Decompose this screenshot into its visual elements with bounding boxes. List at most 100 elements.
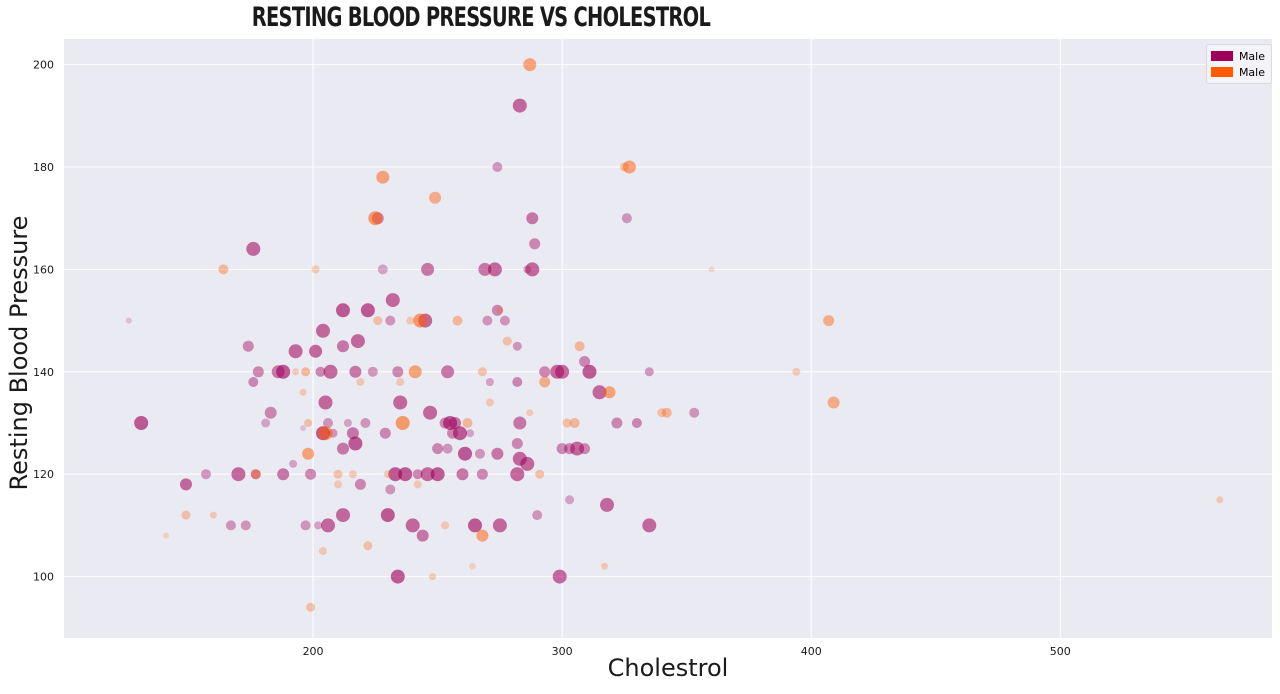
data-point-series-1 [512, 341, 522, 351]
data-point-series-2 [502, 336, 512, 346]
data-point-series-2 [163, 532, 170, 539]
data-point-series-1 [277, 468, 290, 481]
y-tick-label: 200 [33, 59, 54, 72]
data-point-series-1 [570, 441, 585, 456]
data-point-series-2 [539, 376, 551, 388]
data-point-series-1 [305, 468, 317, 480]
y-tick-label: 100 [33, 571, 54, 584]
data-point-series-1 [252, 366, 264, 378]
data-point-series-2 [429, 573, 437, 581]
data-point-series-2 [301, 367, 311, 377]
data-point-series-1 [201, 469, 211, 480]
data-point-series-1 [360, 418, 371, 428]
data-point-series-1 [336, 508, 350, 523]
data-point-series-1 [398, 467, 413, 482]
data-point-series-1 [250, 469, 261, 480]
legend-swatch-series-1 [1210, 51, 1233, 61]
data-point-series-1 [276, 364, 291, 379]
data-point-series-2 [661, 407, 672, 418]
data-point-series-1 [420, 467, 435, 482]
grid-lines [64, 39, 1272, 638]
data-point-series-1 [336, 303, 350, 318]
data-point-series-1 [337, 340, 349, 353]
data-point-series-1 [487, 262, 502, 277]
data-point-series-2 [408, 365, 422, 379]
data-point-series-1 [125, 317, 132, 324]
data-point-series-1 [300, 520, 311, 531]
data-point-series-1 [180, 478, 192, 491]
x-tick-label: 300 [552, 645, 573, 658]
data-point-series-2 [209, 511, 217, 519]
data-point-series-2 [413, 313, 428, 328]
data-point-series-1 [423, 405, 438, 420]
data-point-series-2 [452, 315, 463, 326]
x-tick-label: 500 [1050, 645, 1071, 658]
data-point-series-1 [453, 426, 467, 441]
data-point-series-2 [302, 447, 315, 460]
data-point-series-1 [385, 484, 396, 495]
data-point-series-1 [346, 427, 359, 440]
data-point-series-1 [552, 569, 567, 584]
data-point-series-1 [556, 443, 568, 455]
data-point-series-1 [449, 417, 461, 429]
data-point-series-1 [458, 446, 472, 461]
data-point-series-1 [582, 364, 597, 379]
data-point-series-2 [562, 418, 572, 428]
y-tick-label: 140 [33, 366, 54, 379]
data-point-series-1 [579, 356, 591, 367]
data-point-series-1 [526, 212, 539, 225]
data-point-series-1 [349, 365, 362, 378]
data-point-series-2 [334, 480, 342, 489]
data-point-series-1 [316, 323, 330, 338]
data-point-series-2 [441, 521, 450, 530]
data-point-series-1 [240, 520, 251, 531]
data-point-series-1 [318, 395, 333, 410]
data-point-series-1 [529, 238, 541, 250]
data-point-series-1 [343, 419, 352, 427]
legend-label-series-1: Male [1238, 49, 1265, 63]
data-point-series-1 [499, 315, 510, 326]
data-point-series-1 [385, 315, 396, 326]
data-point-series-1 [261, 418, 271, 428]
data-point-series-2 [373, 316, 383, 326]
data-point-series-2 [535, 469, 545, 479]
data-point-series-2 [319, 547, 327, 555]
data-point-series-1 [314, 521, 323, 530]
data-point-series-1 [442, 443, 453, 454]
data-point-series-1 [689, 407, 700, 418]
data-point-series-1 [264, 406, 277, 419]
data-point-series-2 [526, 409, 534, 417]
data-point-series-1 [288, 344, 303, 359]
data-point-series-1 [482, 315, 493, 326]
y-tick-label: 120 [33, 468, 54, 481]
data-point-series-2 [792, 367, 801, 376]
data-point-series-2 [523, 58, 537, 72]
data-point-series-1 [242, 340, 254, 352]
data-point-series-1 [466, 429, 474, 438]
data-point-series-1 [350, 334, 365, 349]
data-point-series-2 [657, 408, 667, 418]
legend: Male Male [1205, 44, 1272, 84]
data-point-series-2 [396, 378, 405, 386]
data-point-series-1 [323, 418, 333, 428]
data-point-series-1 [600, 497, 614, 512]
data-point-series-2 [413, 480, 422, 489]
data-point-series-1 [360, 303, 375, 318]
data-point-series-2 [292, 368, 300, 376]
plot-area [64, 39, 1272, 638]
data-point-series-2 [250, 469, 261, 480]
data-point-series-1 [475, 448, 485, 459]
data-point-series-1 [491, 304, 503, 316]
data-point-series-1 [432, 443, 444, 455]
data-point-series-2 [406, 316, 415, 325]
legend-label-series-2: Male [1238, 65, 1265, 79]
data-point-series-1 [513, 416, 527, 430]
data-point-series-1 [379, 427, 391, 439]
data-point-series-2 [462, 418, 473, 428]
data-point-series-2 [348, 470, 357, 479]
data-point-series-2 [383, 470, 392, 479]
data-point-series-1 [532, 510, 543, 521]
data-point-series-2 [1216, 496, 1224, 504]
data-point-series-2 [318, 426, 333, 441]
data-point-series-1 [592, 385, 607, 400]
